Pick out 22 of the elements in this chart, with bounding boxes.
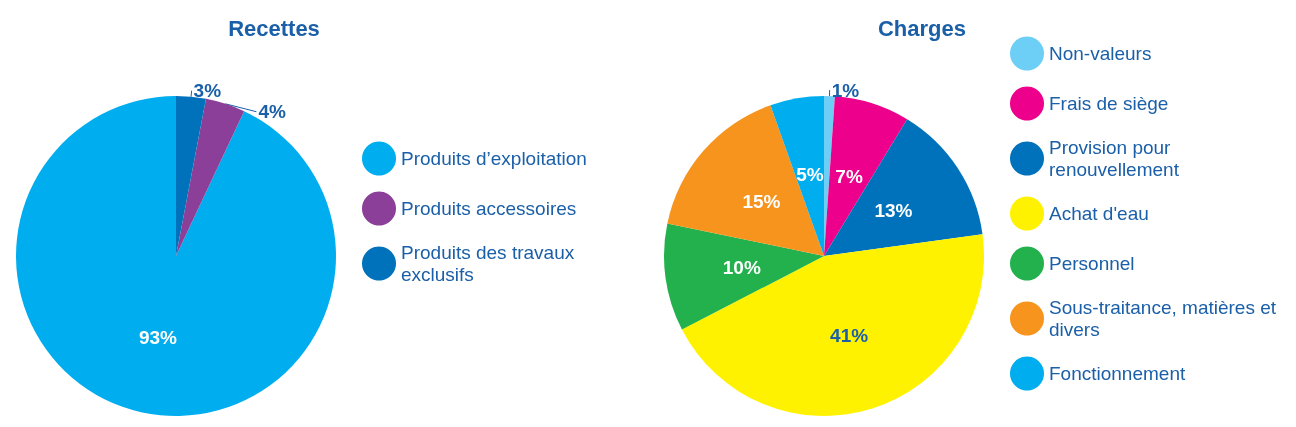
legend-label: Achat d'eau <box>1049 203 1149 224</box>
legend-label: Personnel <box>1049 253 1135 274</box>
legend-label: Frais de siège <box>1049 93 1169 114</box>
data-label: 13% <box>874 199 913 221</box>
data-label: 3% <box>193 80 222 102</box>
legend-label: Produits accessoires <box>401 198 577 219</box>
legend-label: Non-valeurs <box>1049 43 1152 64</box>
data-label: 5% <box>796 163 824 185</box>
data-label: 15% <box>742 190 781 212</box>
legend-label: Fonctionnement <box>1049 363 1186 384</box>
legend-label: Produits d’exploitation <box>401 148 587 169</box>
data-label: 93% <box>138 326 178 348</box>
data-label: 7% <box>835 166 863 188</box>
chart-title: Charges <box>877 15 967 41</box>
chart-title: Recettes <box>228 15 320 41</box>
data-label: 10% <box>722 256 761 278</box>
data-label: 4% <box>258 101 286 123</box>
legend-label: Provision pour renouvellement <box>1049 137 1180 180</box>
legend-label: Sous-traitance, matières et divers <box>1049 297 1282 340</box>
legend-label: Produits des travaux exclusifs <box>401 242 580 285</box>
data-label: 1% <box>831 79 860 101</box>
data-label: 41% <box>830 324 869 346</box>
